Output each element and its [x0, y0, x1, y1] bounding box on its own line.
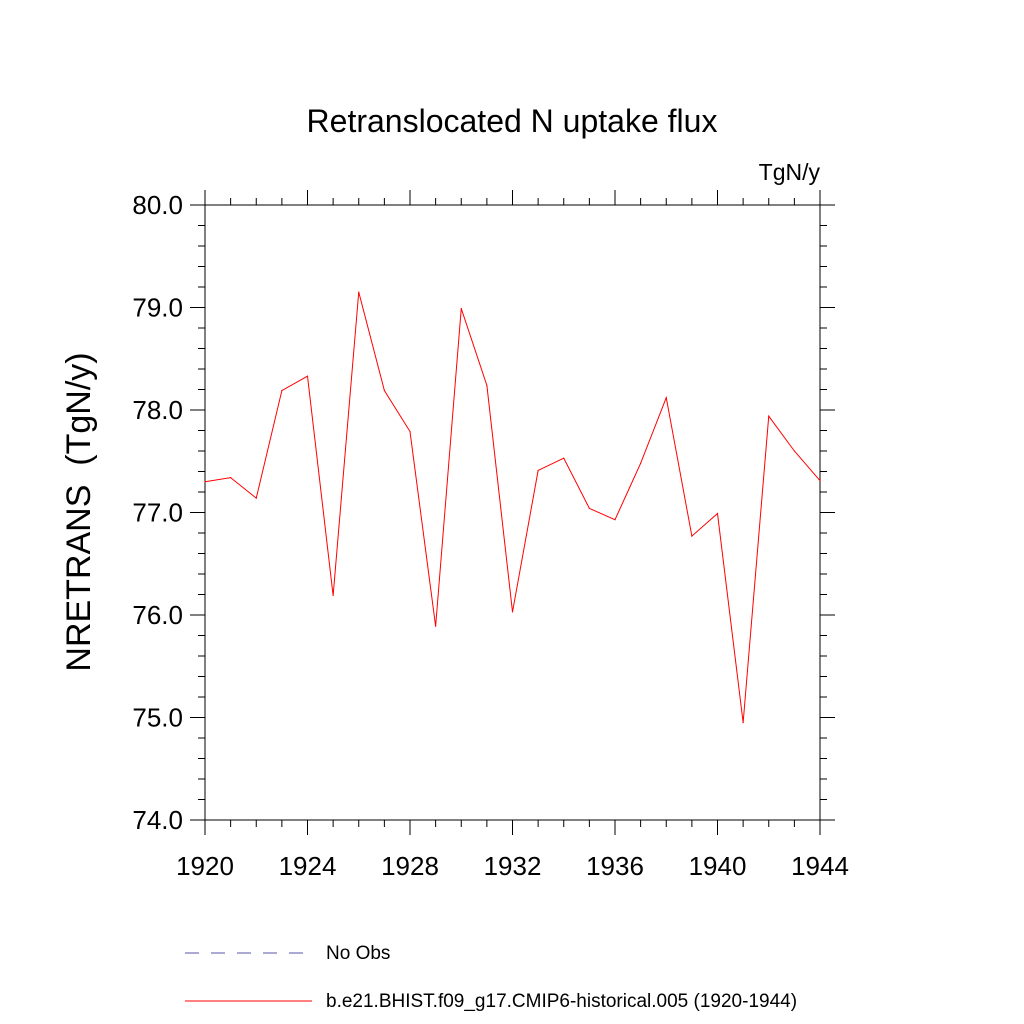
data-point: [640, 462, 642, 464]
data-point: [230, 477, 232, 479]
x-tick-label: 1936: [586, 851, 644, 881]
y-tick-label: 77.0: [132, 498, 183, 528]
data-point: [614, 519, 616, 521]
series-line-0: [204, 291, 821, 723]
legend-label-model-run: b.e21.BHIST.f09_g17.CMIP6-historical.005…: [326, 991, 797, 1012]
y-tick-label: 75.0: [132, 703, 183, 733]
data-point: [691, 535, 693, 537]
x-axis-tick-labels: 1920 1924 1928 1932 1936 1940 1944: [176, 851, 849, 881]
data-point: [409, 430, 411, 433]
x-tick-label: 1940: [689, 851, 747, 881]
data-point: [486, 384, 488, 386]
data-point: [665, 397, 667, 399]
y-tick-label: 80.0: [132, 190, 183, 220]
x-tick-label: 1928: [381, 851, 439, 881]
data-point: [460, 307, 462, 310]
series-layer: [204, 291, 821, 724]
data-point: [435, 625, 437, 627]
y-tick-label: 78.0: [132, 395, 183, 425]
y-axis-label: NRETRANS (TgN/y): [60, 352, 98, 671]
chart-title: Retranslocated N uptake flux: [307, 103, 718, 139]
data-point: [537, 469, 539, 472]
data-point: [588, 507, 590, 509]
data-point: [511, 611, 514, 613]
y-tick-label: 76.0: [132, 600, 183, 630]
data-point: [768, 415, 770, 417]
data-point: [716, 512, 719, 515]
data-point: [281, 389, 283, 392]
data-point: [742, 722, 744, 724]
data-point: [255, 497, 257, 499]
data-point: [383, 389, 385, 392]
legend-label-no-obs: No Obs: [326, 943, 390, 964]
x-tick-label: 1944: [791, 851, 849, 881]
data-point: [306, 375, 309, 377]
units-label: TgN/y: [759, 159, 821, 185]
data-point: [358, 291, 360, 293]
data-point: [793, 450, 795, 452]
x-tick-label: 1924: [279, 851, 337, 881]
x-axis-ticks: [204, 190, 821, 835]
data-point: [332, 594, 334, 597]
data-point: [204, 481, 206, 483]
legend: No Obs b.e21.BHIST.f09_g17.CMIP6-histori…: [185, 943, 797, 1012]
y-axis-tick-labels: 74.0 75.0 76.0 77.0 78.0 79.0 80.0: [132, 190, 183, 835]
y-axis-ticks: [190, 204, 835, 821]
y-tick-label: 74.0: [132, 805, 183, 835]
y-tick-label: 79.0: [132, 293, 183, 323]
x-tick-label: 1920: [176, 851, 234, 881]
data-point: [819, 480, 821, 482]
plot-frame: [204, 204, 821, 821]
x-tick-label: 1932: [484, 851, 542, 881]
data-point: [563, 457, 565, 459]
